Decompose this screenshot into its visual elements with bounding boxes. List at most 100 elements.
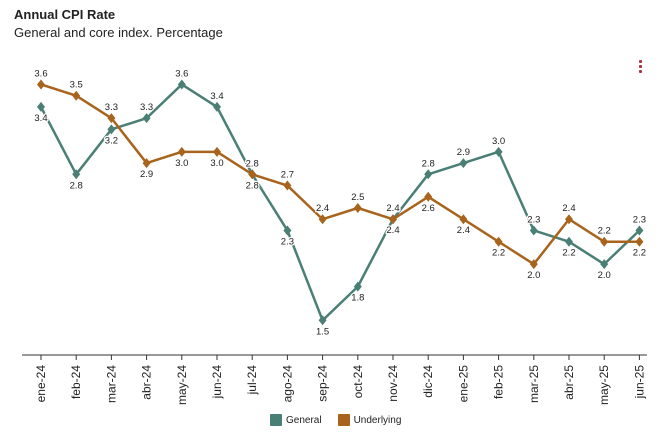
legend-label-underlying: Underlying — [353, 414, 402, 426]
series-line-general — [39, 83, 641, 322]
x-tick-label: abr-24 — [140, 365, 154, 400]
data-point-underlying — [565, 214, 573, 225]
data-point-underlying — [248, 169, 257, 180]
data-label-general: 2.9 — [457, 147, 470, 158]
x-tick-label: ene-24 — [34, 365, 48, 403]
data-label-underlying: 3.6 — [34, 68, 47, 79]
legend-item-general[interactable]: General — [270, 414, 322, 426]
data-point-general — [459, 158, 468, 169]
x-tick-label: mar-25 — [527, 365, 541, 403]
data-label-general: 2.2 — [562, 248, 575, 259]
x-tick-label: ago-24 — [280, 365, 294, 403]
data-point-underlying — [37, 79, 45, 90]
data-point-underlying — [72, 90, 81, 101]
data-label-underlying: 2.4 — [316, 203, 329, 214]
x-tick-label: jun-24 — [210, 365, 224, 400]
data-label-underlying: 2.5 — [351, 192, 364, 203]
data-point-general — [318, 315, 327, 326]
data-point-general — [353, 281, 362, 292]
data-point-general — [177, 79, 186, 90]
x-tick-label: may-24 — [175, 365, 189, 405]
data-point-underlying — [424, 191, 433, 202]
chart-title: Annual CPI Rate — [14, 7, 116, 22]
data-point-underlying — [494, 236, 503, 247]
data-point-general — [424, 169, 433, 180]
data-label-general: 2.3 — [527, 214, 540, 225]
data-point-general — [142, 113, 151, 124]
data-label-underlying: 3.0 — [210, 158, 223, 169]
data-point-underlying — [389, 214, 397, 225]
x-tick-label: may-25 — [597, 365, 611, 405]
data-point-general — [600, 259, 609, 270]
data-label-general: 3.0 — [492, 136, 505, 147]
data-label-general: 2.3 — [281, 236, 294, 247]
x-tick-label: sep-24 — [316, 365, 330, 402]
data-label-general: 2.8 — [422, 158, 435, 169]
data-label-underlying: 2.2 — [633, 248, 646, 259]
data-label-underlying: 2.9 — [140, 169, 153, 180]
data-point-underlying — [635, 236, 644, 247]
data-point-underlying — [318, 214, 327, 225]
series-line-underlying — [40, 83, 640, 266]
x-tick-label: nov-24 — [386, 365, 400, 402]
data-point-underlying — [213, 146, 221, 157]
data-label-underlying: 3.0 — [175, 158, 188, 169]
data-point-underlying — [283, 180, 292, 191]
data-label-general: 3.3 — [140, 102, 153, 113]
data-label-general: 2.3 — [633, 214, 646, 225]
data-label-general: 1.8 — [351, 293, 364, 304]
data-label-underlying: 3.3 — [105, 102, 118, 113]
data-label-underlying: 2.8 — [246, 158, 259, 169]
x-tick-label: dic-24 — [421, 365, 435, 398]
vertical-dots-menu-icon[interactable] — [638, 60, 644, 74]
data-point-general — [107, 124, 116, 135]
data-point-general — [529, 225, 538, 236]
data-label-general: 3.6 — [175, 68, 188, 79]
data-point-underlying — [107, 113, 116, 124]
data-point-underlying — [529, 259, 538, 270]
data-label-underlying: 2.4 — [386, 203, 399, 214]
chart-legend: General Underlying — [270, 414, 417, 426]
data-label-underlying: 2.2 — [598, 226, 611, 237]
data-label-general: 3.2 — [105, 135, 118, 146]
data-point-underlying — [600, 236, 609, 247]
x-tick-label: abr-25 — [562, 365, 576, 400]
data-label-general: 3.4 — [34, 113, 47, 124]
data-label-underlying: 2.7 — [281, 170, 294, 181]
data-label-underlying: 2.4 — [457, 225, 470, 236]
x-tick-label: feb-24 — [69, 365, 83, 399]
x-tick-label: jun-25 — [632, 365, 646, 400]
data-point-general — [37, 101, 45, 112]
data-point-underlying — [459, 214, 468, 225]
data-label-general: 3.4 — [210, 91, 223, 102]
chart-subtitle: General and core index. Percentage — [14, 25, 223, 40]
legend-item-underlying[interactable]: Underlying — [337, 414, 402, 426]
x-tick-label: mar-24 — [104, 365, 118, 403]
data-label-underlying: 2.4 — [562, 203, 575, 214]
data-point-general — [565, 236, 573, 247]
x-tick-label: oct-24 — [351, 365, 365, 399]
data-label-general: 2.4 — [386, 225, 399, 236]
data-point-underlying — [177, 146, 186, 157]
data-point-general — [494, 146, 503, 157]
data-label-general: 2.8 — [246, 180, 259, 191]
data-point-general — [635, 225, 644, 236]
data-label-underlying: 2.0 — [527, 270, 540, 281]
data-point-general — [72, 169, 81, 180]
legend-swatch-underlying — [337, 414, 350, 426]
data-label-underlying: 2.2 — [492, 248, 505, 259]
data-label-general: 2.0 — [598, 270, 611, 281]
x-tick-label: jul-24 — [245, 365, 259, 396]
legend-label-general: General — [286, 414, 322, 426]
x-tick-label: feb-25 — [492, 365, 506, 399]
legend-swatch-general — [270, 414, 282, 426]
data-label-general: 2.8 — [70, 180, 83, 191]
data-label-general: 1.5 — [316, 326, 329, 337]
x-tick-label: ene-25 — [456, 365, 470, 403]
data-point-general — [213, 101, 221, 112]
data-point-general — [283, 225, 292, 236]
data-point-underlying — [142, 158, 151, 169]
data-label-underlying: 2.6 — [422, 203, 435, 214]
data-label-underlying: 3.5 — [70, 80, 83, 91]
